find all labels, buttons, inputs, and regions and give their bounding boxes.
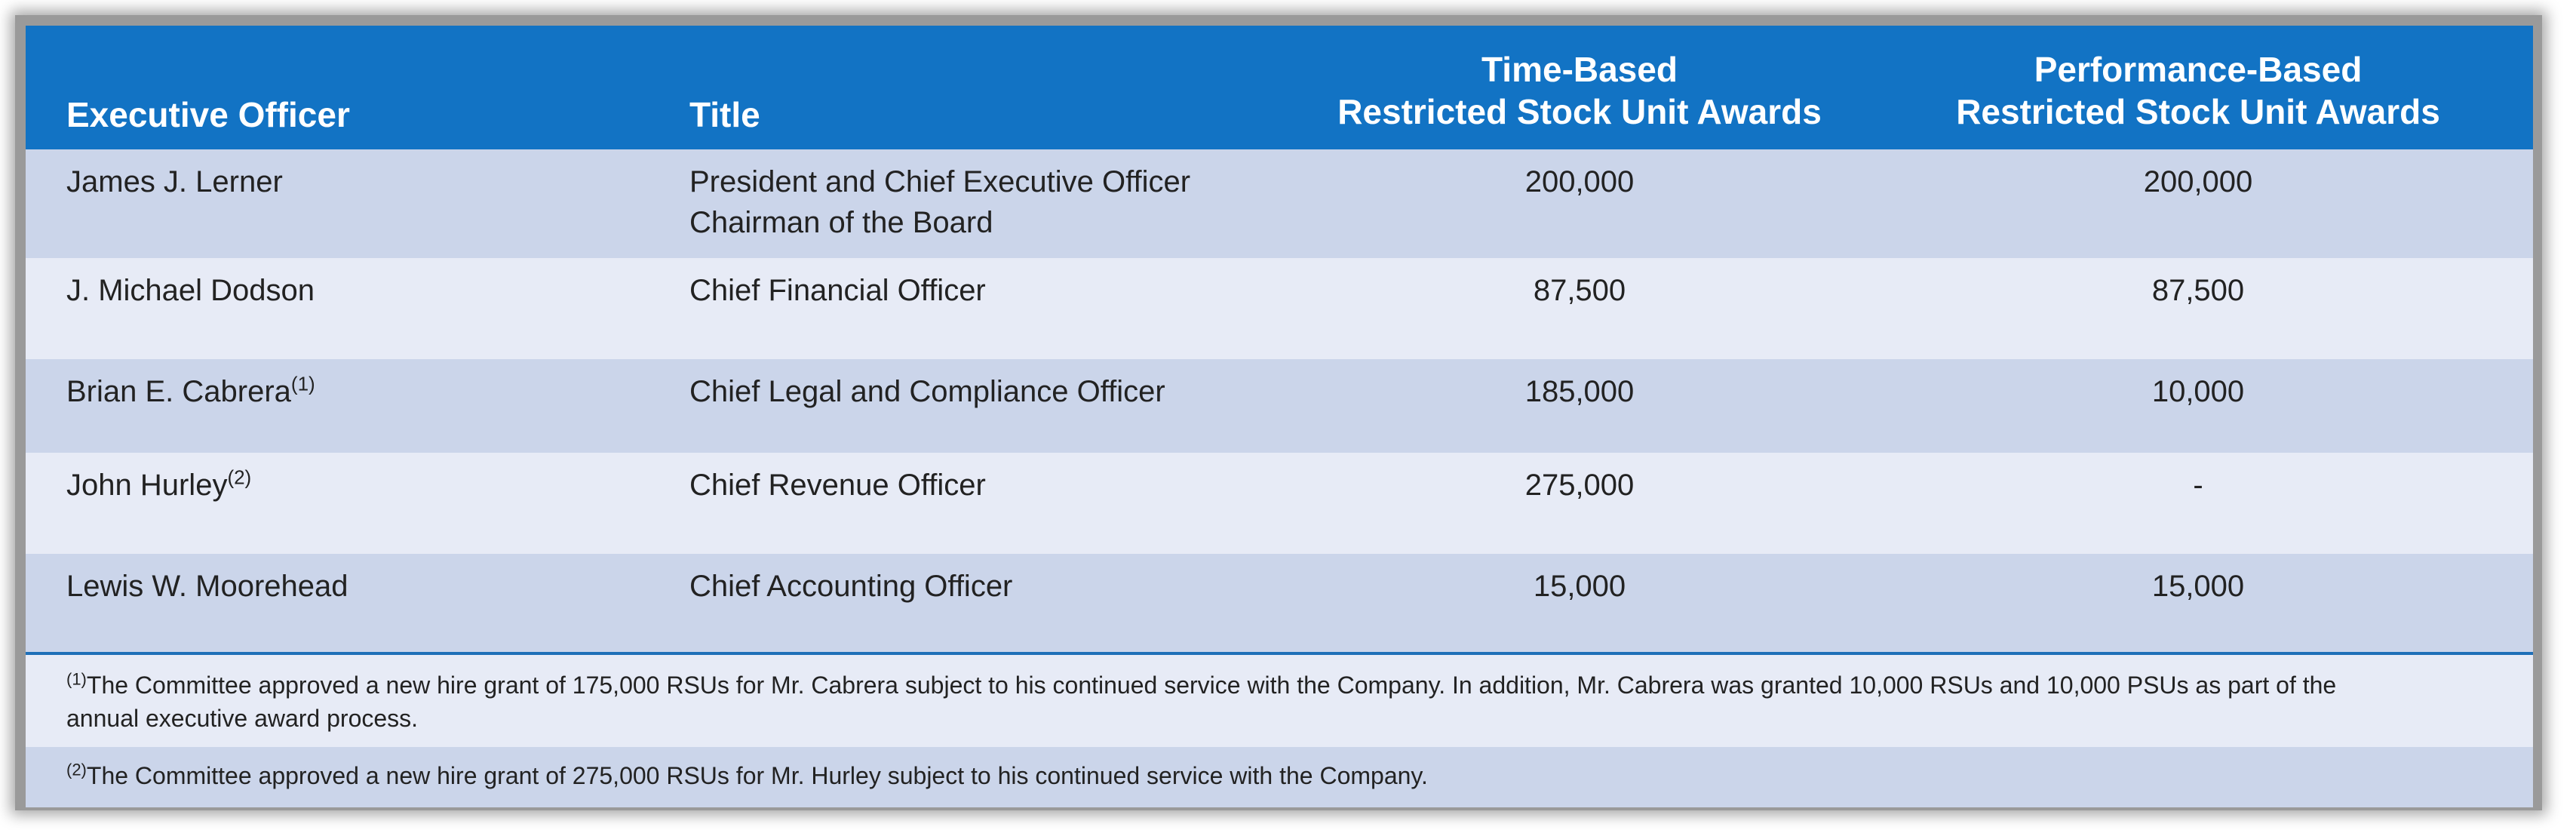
header-performance-based-line2: Restricted Stock Unit Awards — [1956, 92, 2440, 131]
time-based-value: 15,000 — [1533, 570, 1626, 603]
table-row: Lewis W. Moorehead Chief Accounting Offi… — [26, 554, 2533, 652]
table-row: John Hurley(2) Chief Revenue Officer 275… — [26, 453, 2533, 554]
time-based-value: 275,000 — [1524, 469, 1635, 502]
officer-name: Lewis W. Moorehead — [66, 566, 348, 607]
table-row: Brian E. Cabrera(1) Chief Legal and Comp… — [26, 359, 2533, 453]
header-time-based: Time-Based Restricted Stock Unit Awards — [1233, 48, 1927, 133]
officer-name: J. Michael Dodson — [66, 270, 315, 311]
performance-based-value: 10,000 — [2151, 375, 2245, 408]
officer-title: Chief Accounting Officer — [689, 566, 1012, 607]
header-performance-based-line1: Performance-Based — [2034, 50, 2363, 89]
footnote-1: (1)The Committee approved a new hire gra… — [26, 655, 2533, 747]
header-title: Title — [689, 95, 760, 134]
officer-name: James J. Lerner — [66, 161, 283, 202]
time-based-value: 200,000 — [1524, 165, 1635, 198]
header-performance-based: Performance-Based Restricted Stock Unit … — [1851, 48, 2545, 133]
header-time-based-line2: Restricted Stock Unit Awards — [1337, 92, 1822, 131]
officer-name: Brian E. Cabrera(1) — [66, 371, 315, 412]
footnote-marker: (1) — [290, 372, 315, 395]
officer-title: President and Chief Executive Officer Ch… — [689, 161, 1190, 243]
footnote-1-text: (1)The Committee approved a new hire gra… — [66, 669, 2480, 735]
footnote-2: (2)The Committee approved a new hire gra… — [26, 747, 2533, 807]
officer-title: Chief Legal and Compliance Officer — [689, 371, 1165, 412]
footnote-2-text: (2)The Committee approved a new hire gra… — [66, 759, 2480, 792]
officer-name-text: John Hurley — [66, 469, 228, 502]
header-executive-officer: Executive Officer — [66, 95, 350, 134]
officer-name-text: Lewis W. Moorehead — [66, 570, 348, 603]
time-based-value: 87,500 — [1533, 274, 1626, 307]
footnote-2-marker: (2) — [66, 760, 87, 779]
officer-name-text: Brian E. Cabrera — [66, 375, 291, 408]
footnote-marker: (2) — [227, 466, 252, 489]
header-time-based-line1: Time-Based — [1481, 50, 1678, 89]
officer-title-line1: Chief Financial Officer — [689, 274, 986, 307]
officer-title-line1: Chief Legal and Compliance Officer — [689, 375, 1165, 408]
footnote-1-marker: (1) — [66, 669, 87, 689]
performance-based-value: 200,000 — [2143, 165, 2253, 198]
officer-title-line2: Chairman of the Board — [689, 206, 993, 239]
officer-name-text: J. Michael Dodson — [66, 274, 315, 307]
table-row: James J. Lerner President and Chief Exec… — [26, 149, 2533, 258]
performance-based-value: 15,000 — [2151, 570, 2245, 603]
table-header: Executive Officer Title Time-Based Restr… — [26, 26, 2533, 149]
officer-name-text: James J. Lerner — [66, 165, 283, 198]
table-row: J. Michael Dodson Chief Financial Office… — [26, 258, 2533, 359]
officer-title: Chief Financial Officer — [689, 270, 986, 311]
time-based-value: 185,000 — [1524, 375, 1635, 408]
officer-name: John Hurley(2) — [66, 465, 251, 506]
officer-title-line1: Chief Revenue Officer — [689, 469, 986, 502]
officer-title-line1: Chief Accounting Officer — [689, 570, 1013, 603]
performance-based-value: 87,500 — [2151, 274, 2245, 307]
executive-awards-table: Executive Officer Title Time-Based Restr… — [26, 26, 2533, 807]
performance-based-value: - — [2193, 469, 2203, 502]
footnote-2-line1: The Committee approved a new hire grant … — [86, 762, 1428, 789]
officer-title: Chief Revenue Officer — [689, 465, 986, 506]
footnote-1-line1: The Committee approved a new hire grant … — [86, 672, 2337, 699]
officer-title-line1: President and Chief Executive Officer — [689, 165, 1191, 198]
footnote-divider — [26, 652, 2533, 655]
footnote-1-line2: annual executive award process. — [66, 705, 419, 732]
